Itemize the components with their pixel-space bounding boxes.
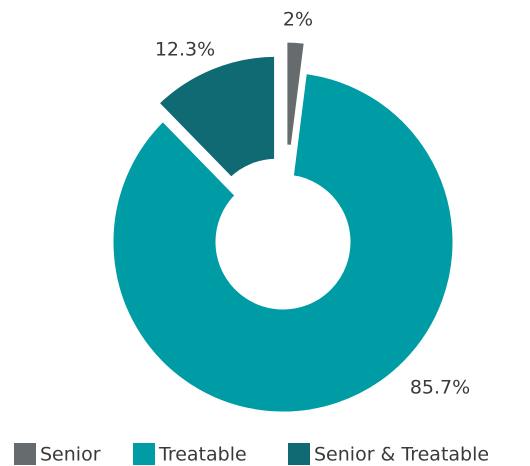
data-label: 12.3% xyxy=(155,39,215,61)
legend-label: Senior & Treatable xyxy=(314,444,489,466)
data-label: 2% xyxy=(283,9,313,31)
data-label: 85.7% xyxy=(410,377,470,399)
legend-label: Treatable xyxy=(158,444,247,466)
legend-swatch xyxy=(133,443,155,465)
legend-swatch xyxy=(14,443,36,465)
legend-swatch xyxy=(288,443,310,465)
pie-slice xyxy=(152,51,280,184)
pie-slice xyxy=(108,68,458,417)
legend-label: Senior xyxy=(40,444,101,466)
